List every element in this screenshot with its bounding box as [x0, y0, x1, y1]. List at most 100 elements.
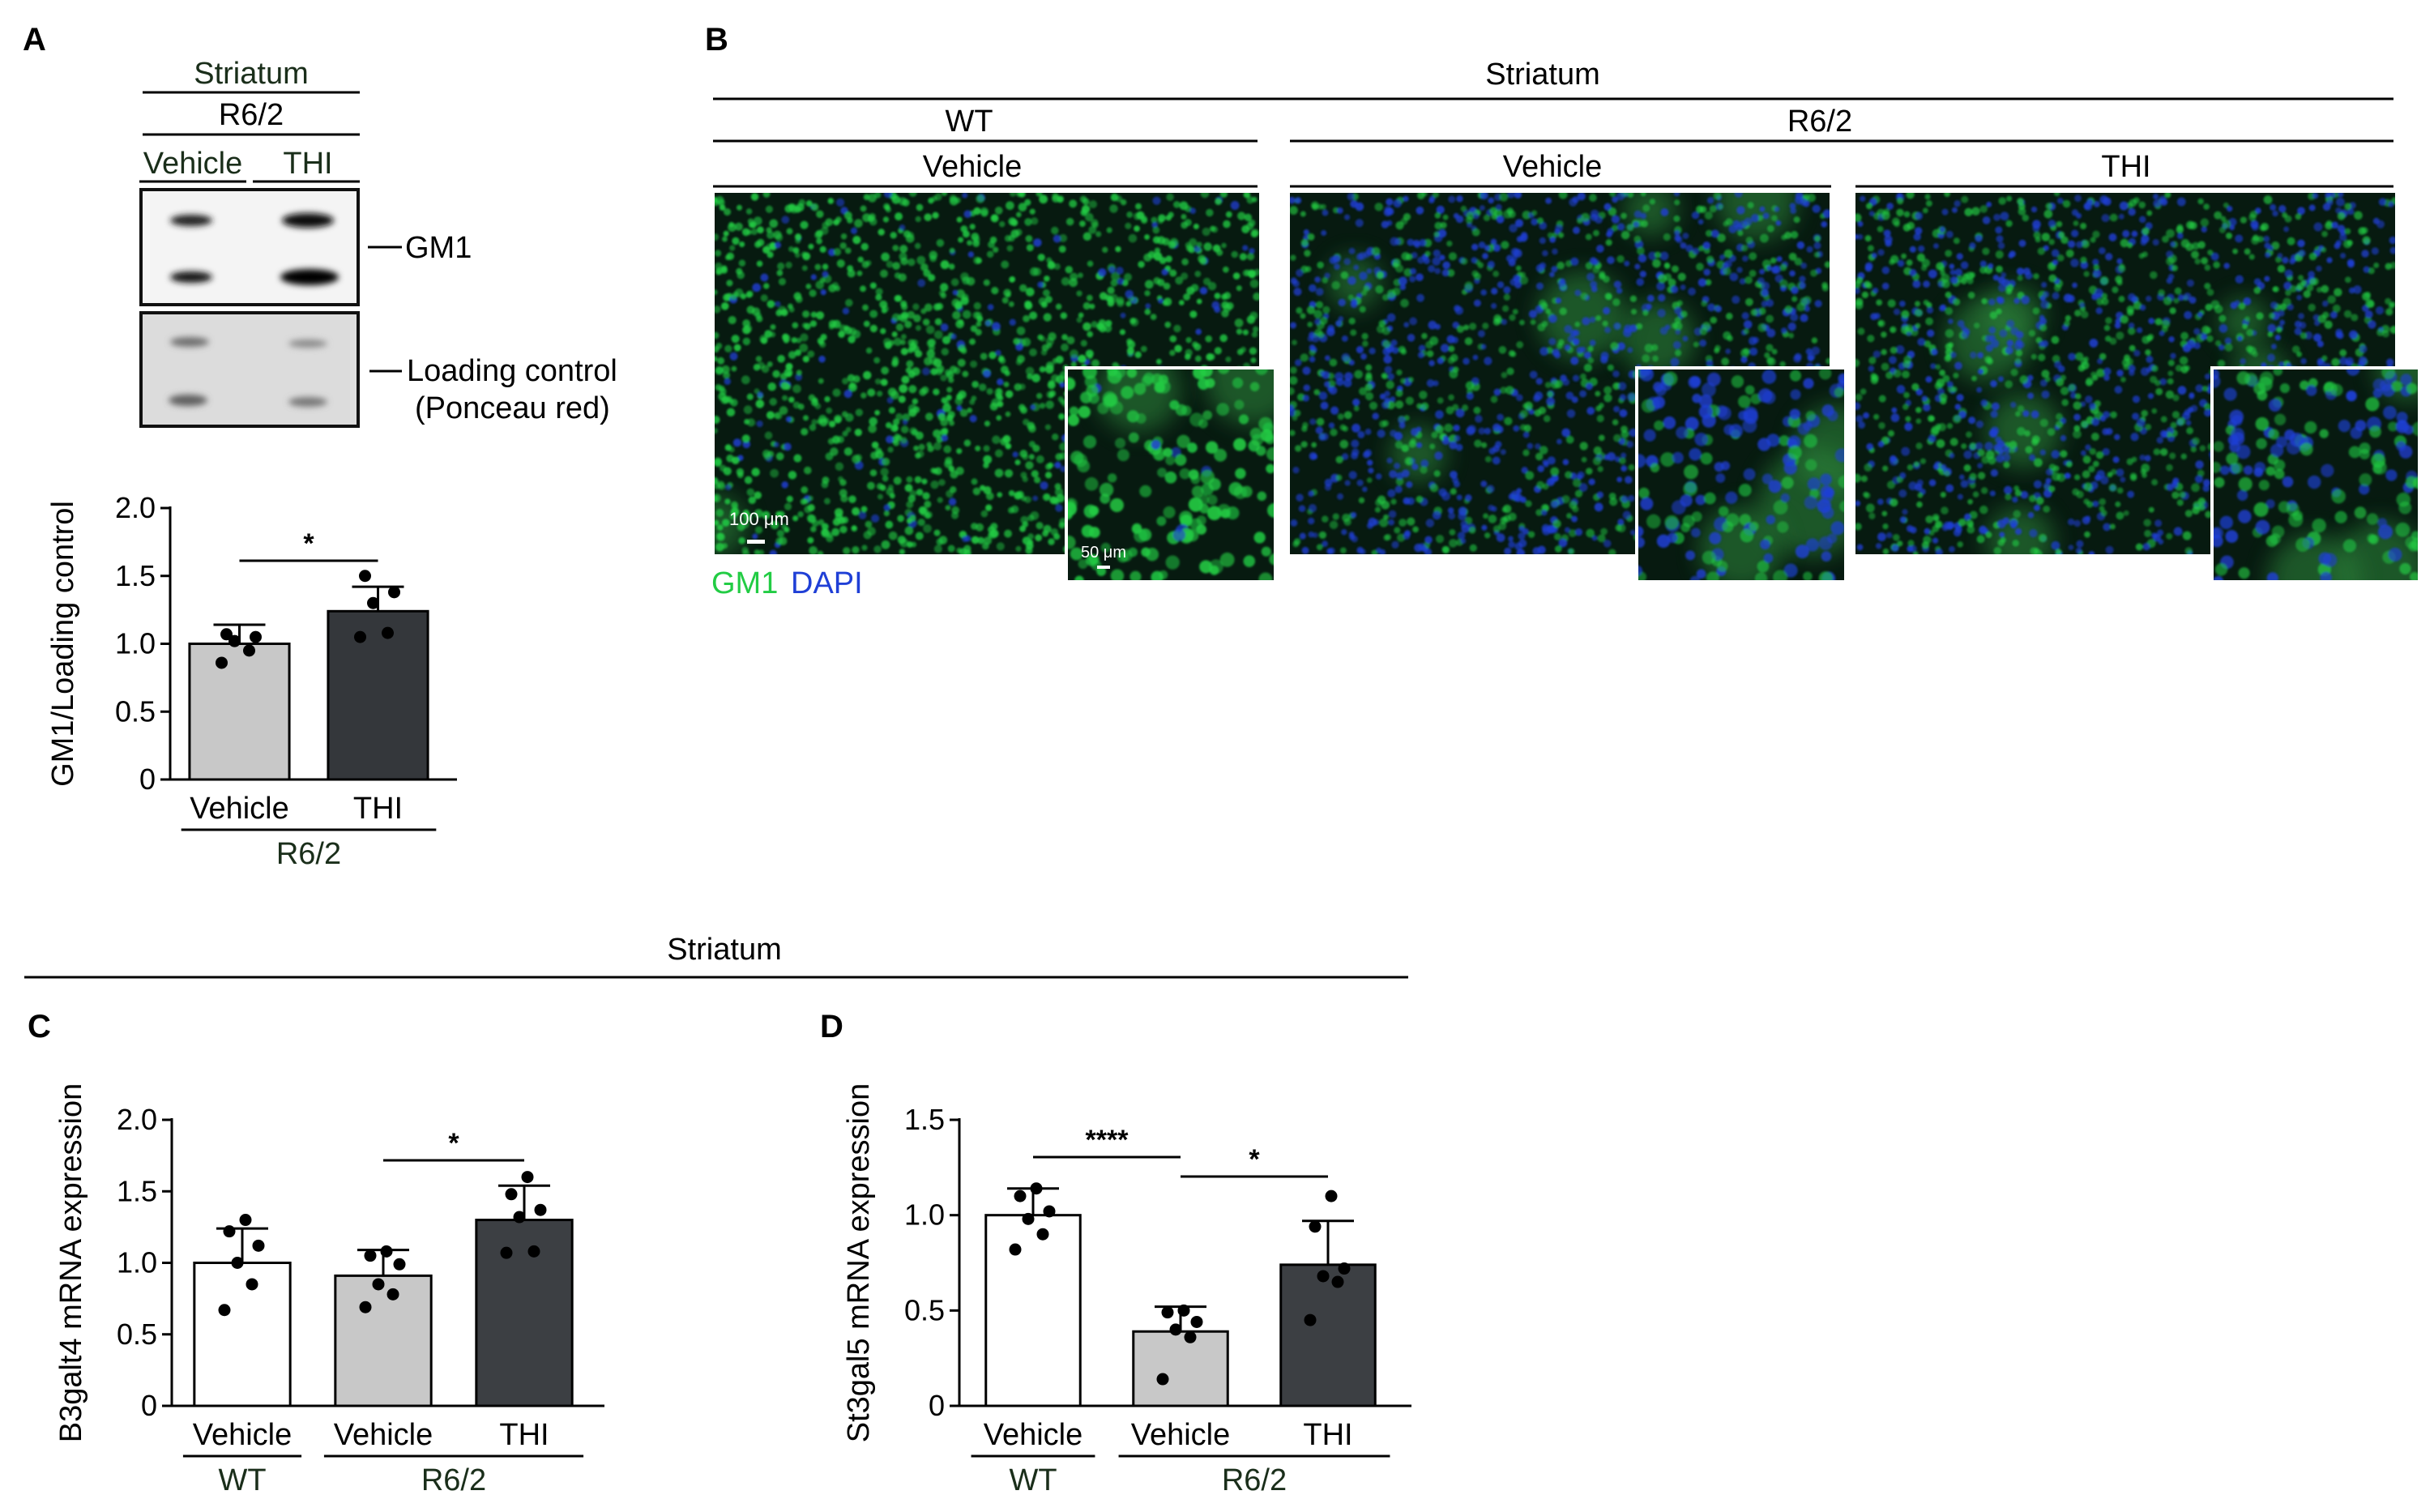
- data-point: [218, 1304, 231, 1317]
- loading-band: [288, 397, 327, 407]
- scale-bar-inset-label: 50 μm: [1081, 544, 1126, 562]
- micro-inset-r62-thi: [2210, 366, 2421, 583]
- data-point: [393, 1258, 406, 1271]
- scale-bar-main: 100 μm: [729, 509, 789, 544]
- data-point: [231, 1257, 244, 1269]
- scale-bar-inset: 50 μm: [1081, 544, 1126, 569]
- x-tick-label: THI: [1303, 1418, 1352, 1452]
- y-tick-label: 1.5: [117, 1174, 157, 1207]
- data-point: [228, 634, 241, 647]
- y-tick-label: 0.5: [117, 1318, 157, 1351]
- data-point: [1043, 1205, 1056, 1218]
- y-axis-label: B3galt4 mRNA expression: [54, 1083, 88, 1443]
- panel-letter-b: B: [705, 22, 728, 58]
- loading-band: [288, 340, 327, 348]
- chart-panel-c: 0 0.5 1.0 1.5 2.0 B3galt4 mRNA expression Vehi…: [54, 1083, 604, 1497]
- data-point: [1036, 1228, 1049, 1241]
- data-point: [243, 644, 255, 657]
- data-point: [500, 1246, 513, 1259]
- data-point: [1169, 1323, 1182, 1336]
- loading-band: [170, 337, 209, 347]
- x-tick-label: Vehicle: [193, 1418, 293, 1452]
- data-point: [367, 596, 379, 609]
- cd-region-label: Striatum: [667, 933, 781, 967]
- y-tick-label: 1.0: [904, 1198, 945, 1232]
- scale-bar-inset-mark: [1097, 566, 1110, 569]
- data-point: [223, 1225, 236, 1238]
- micro-inset-wt-vehicle: [1065, 366, 1277, 583]
- gm1-band-label: GM1: [405, 231, 472, 265]
- blot-lane-label-vehicle: Vehicle: [143, 147, 243, 181]
- panel-a-blot: A Striatum R6/2 Vehicle THI GM1 Loading …: [23, 22, 617, 428]
- panel-letter-d: D: [820, 1009, 843, 1044]
- data-point: [1331, 1275, 1344, 1288]
- panel-letter-a: A: [23, 22, 46, 58]
- y-tick-label: 0: [929, 1389, 945, 1422]
- cd-header: Striatum C D: [24, 933, 1408, 1044]
- micro-cond-r62-vehicle: Vehicle: [1503, 150, 1603, 184]
- bar: [475, 1219, 574, 1407]
- data-point: [1184, 1330, 1197, 1343]
- x-tick-label: THI: [499, 1418, 549, 1452]
- y-tick-label: 1.0: [117, 1246, 157, 1279]
- group-label: WT: [1009, 1463, 1057, 1497]
- blot-region-label: Striatum: [194, 57, 308, 91]
- y-tick-label: 0: [139, 762, 156, 796]
- bar: [1279, 1263, 1377, 1407]
- loading-band-label: Loading control: [407, 354, 617, 388]
- scale-bar-main-label: 100 μm: [729, 509, 789, 529]
- data-point: [1022, 1212, 1035, 1225]
- y-tick-label: 1.5: [115, 559, 156, 592]
- x-tick-label: Vehicle: [190, 792, 289, 826]
- y-tick-label: 1.0: [115, 627, 156, 660]
- micro-region-label: Striatum: [1485, 58, 1599, 92]
- data-point: [1156, 1373, 1169, 1386]
- data-point: [1325, 1190, 1338, 1202]
- data-point: [1009, 1243, 1022, 1256]
- gm1-band: [170, 271, 212, 283]
- data-point: [246, 1278, 258, 1291]
- loading-band-sublabel: (Ponceau red): [415, 391, 610, 425]
- gm1-band: [280, 269, 339, 285]
- data-point: [1309, 1220, 1322, 1233]
- data-point: [534, 1203, 547, 1216]
- x-tick-label: THI: [353, 792, 403, 826]
- data-point: [216, 656, 228, 669]
- legend-gm1: GM1: [711, 566, 778, 600]
- x-tick-label: Vehicle: [334, 1418, 433, 1452]
- data-point: [372, 1278, 385, 1291]
- chart-panel-d: 0 0.5 1.0 1.5 St3gal5 mRNA expression Vehicle…: [842, 1083, 1411, 1497]
- data-point: [1014, 1190, 1027, 1202]
- y-tick-label: 0.5: [115, 694, 156, 728]
- micro-images: [715, 193, 2421, 583]
- data-point: [527, 1245, 540, 1258]
- data-point: [1317, 1270, 1330, 1283]
- micro-inset-r62-vehicle: [1635, 366, 1847, 583]
- loading-control-box: [139, 311, 360, 428]
- data-point: [388, 586, 400, 599]
- panel-b-microscopy: B Striatum WT R6/2 Vehicle Vehicle THI 1…: [705, 22, 2421, 600]
- micro-cond-r62-thi: THI: [2101, 150, 2150, 184]
- bar: [193, 1262, 292, 1407]
- data-point: [220, 628, 233, 641]
- blot-lane-label-thi: THI: [283, 147, 332, 181]
- x-tick-label: Vehicle: [1131, 1418, 1231, 1452]
- significance-label: *: [1249, 1144, 1260, 1175]
- y-axis-label: St3gal5 mRNA expression: [842, 1083, 876, 1443]
- micro-group-r62: R6/2: [1787, 105, 1852, 139]
- data-point: [252, 1239, 265, 1252]
- data-point: [354, 630, 366, 643]
- data-point: [1304, 1313, 1317, 1326]
- bar: [188, 643, 291, 781]
- gm1-band: [282, 213, 334, 228]
- data-point: [380, 1245, 393, 1258]
- y-axis-label: GM1/Loading control: [46, 501, 80, 787]
- data-point: [382, 626, 394, 639]
- legend-dapi: DAPI: [791, 566, 863, 600]
- group-label: R6/2: [276, 837, 341, 871]
- data-point: [250, 630, 262, 643]
- loading-bands: [169, 337, 327, 407]
- y-tick-label: 1.5: [904, 1103, 945, 1136]
- significance-label: *: [448, 1128, 459, 1159]
- blot-group-label: R6/2: [219, 98, 284, 132]
